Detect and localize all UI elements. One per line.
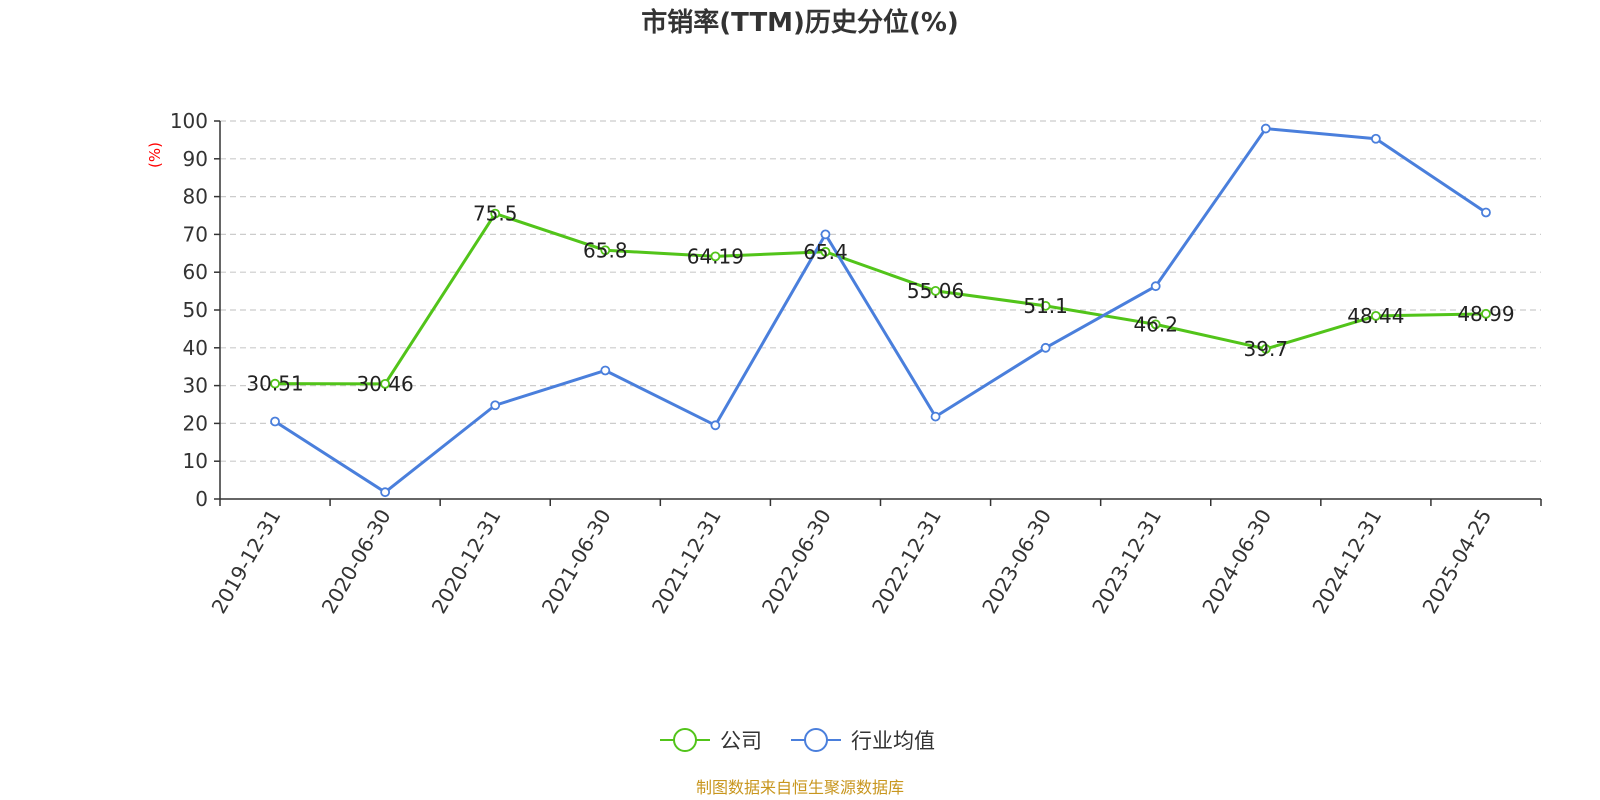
data-point xyxy=(270,378,280,389)
series-points xyxy=(270,123,1491,498)
data-label: 30.46 xyxy=(356,372,413,396)
series-line xyxy=(275,212,1486,386)
data-point xyxy=(600,365,611,376)
data-label: 75.5 xyxy=(473,202,518,226)
data-point xyxy=(1260,123,1271,134)
data-point xyxy=(380,378,391,389)
data-point xyxy=(1150,281,1161,292)
y-axis-label: (%) xyxy=(146,142,164,168)
y-ticks: 0 10 20 30 40 50 60 70 80 90 100 xyxy=(170,109,220,511)
data-point xyxy=(710,420,721,431)
data-point xyxy=(1481,207,1491,218)
legend-label: 公司 xyxy=(720,729,762,753)
data-label: 46.2 xyxy=(1133,312,1178,336)
data-label: 64.19 xyxy=(687,244,744,268)
data-point xyxy=(600,245,611,256)
y-tick-label: 20 xyxy=(183,411,208,435)
x-tick-label: 2019-12-31 xyxy=(207,505,286,618)
data-point xyxy=(270,416,280,427)
y-tick-label: 70 xyxy=(183,222,208,246)
series-line xyxy=(274,127,1487,494)
x-tick-label: 2022-12-31 xyxy=(867,505,946,618)
x-tick-label: 2020-06-30 xyxy=(317,505,396,618)
x-tick-label: 2023-12-31 xyxy=(1087,505,1166,618)
x-tick-label: 2024-12-31 xyxy=(1307,505,1386,618)
data-point xyxy=(1260,344,1271,354)
x-ticks: 2019-12-31 2020-06-30 2020-12-31 2021-06-30… xyxy=(207,499,1542,618)
series-lines xyxy=(274,127,1487,494)
legend[interactable]: 公司 行业均值 xyxy=(660,728,935,753)
data-point xyxy=(710,251,721,262)
legend-label: 行业均值 xyxy=(851,729,935,753)
y-tick-label: 50 xyxy=(183,298,208,322)
data-point xyxy=(1150,319,1161,330)
data-point xyxy=(1040,342,1051,353)
data-label: 48.44 xyxy=(1347,304,1404,328)
y-tick-label: 80 xyxy=(183,185,208,209)
data-label: 65.4 xyxy=(803,240,848,264)
y-tick-label: 40 xyxy=(183,336,208,360)
data-label: 48.99 xyxy=(1457,302,1514,326)
x-tick-label: 2025-04-25 xyxy=(1417,505,1496,618)
y-tick-label: 10 xyxy=(183,449,208,473)
data-point xyxy=(930,285,941,296)
data-label: 39.7 xyxy=(1244,337,1289,361)
x-tick-label: 2022-06-30 xyxy=(757,505,836,618)
legend-marker xyxy=(804,728,828,752)
source-note: 制图数据来自恒生聚源数据库 xyxy=(696,778,904,797)
data-label: 30.51 xyxy=(246,372,303,396)
data-point xyxy=(490,208,501,219)
data-point xyxy=(820,229,831,240)
data-point xyxy=(1040,300,1051,311)
data-label: 65.8 xyxy=(583,238,628,262)
data-label: 51.1 xyxy=(1023,294,1068,318)
y-tick-label: 30 xyxy=(183,374,208,398)
data-point xyxy=(930,411,941,422)
y-tick-label: 0 xyxy=(195,487,208,511)
data-point xyxy=(820,246,831,257)
chart-title: 市销率(TTM)历史分位(%) xyxy=(641,7,959,38)
x-tick-label: 2020-12-31 xyxy=(427,505,506,618)
x-tick-label: 2023-06-30 xyxy=(977,505,1056,618)
data-label: 55.06 xyxy=(907,279,964,303)
x-tick-label: 2021-06-30 xyxy=(537,505,616,618)
data-point xyxy=(1481,308,1491,319)
gridlines xyxy=(220,120,1541,462)
data-labels: 30.51 30.46 75.5 65.8 64.19 65.4 55.06 51.1 46.2… xyxy=(246,202,1514,396)
data-point xyxy=(1370,133,1381,144)
x-tick-label: 2021-12-31 xyxy=(647,505,726,618)
y-tick-label: 90 xyxy=(183,147,208,171)
x-tick-label: 2024-06-30 xyxy=(1197,505,1276,618)
data-point xyxy=(380,487,391,498)
data-point xyxy=(490,400,501,411)
data-point xyxy=(1370,310,1381,321)
y-tick-label: 60 xyxy=(183,260,208,284)
legend-marker xyxy=(673,728,697,752)
y-tick-label: 100 xyxy=(170,109,208,133)
